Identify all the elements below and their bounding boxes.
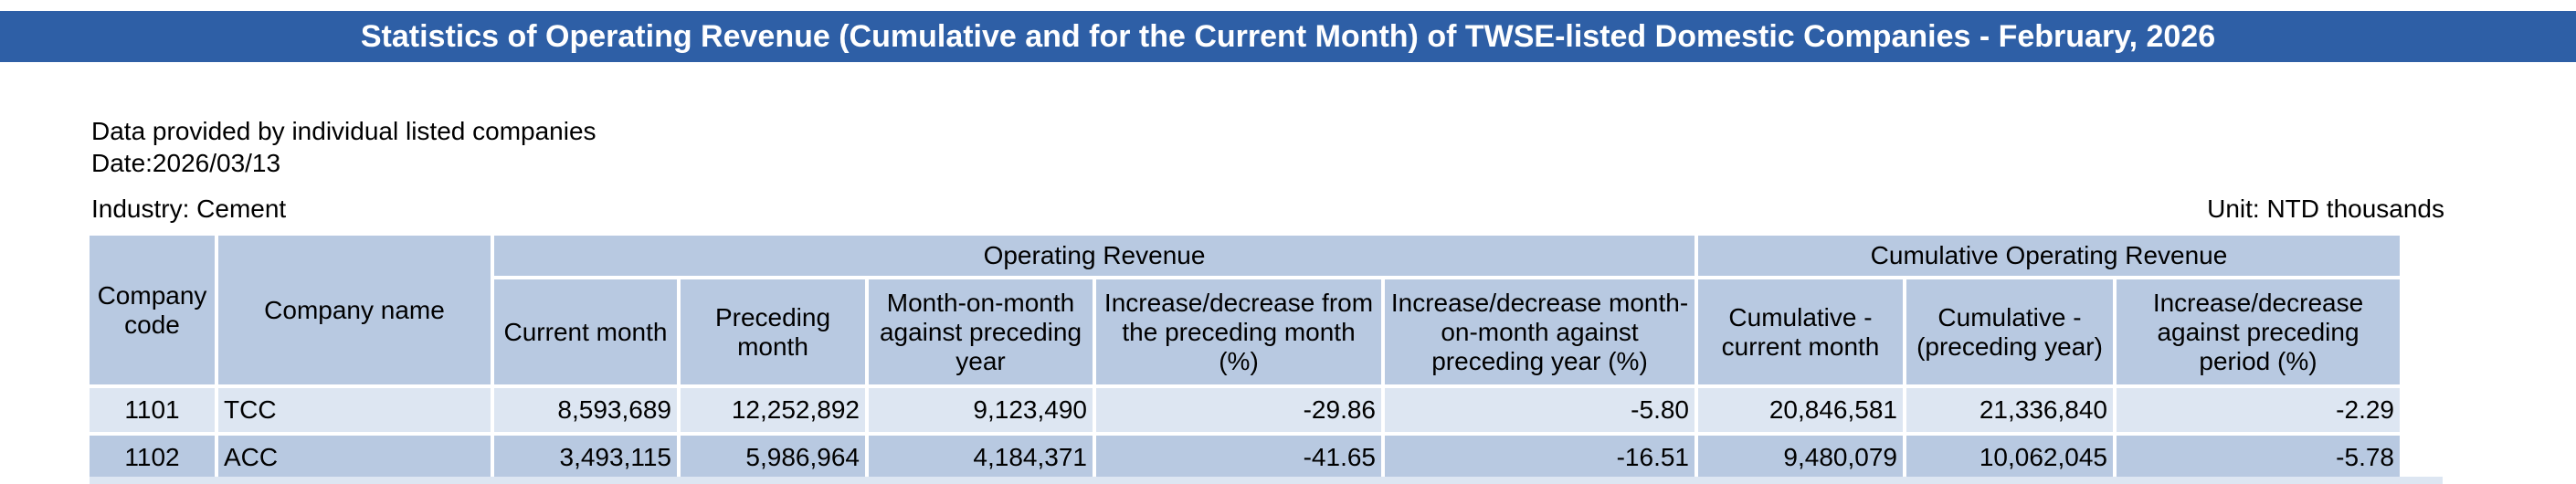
column-header-company-code: Company code — [90, 236, 215, 384]
data-source-note: Data provided by individual listed compa… — [91, 117, 596, 145]
cell-mom-preceding-year: 4,184,371 — [869, 436, 1093, 479]
cell-cumulative-preceding-year: 10,062,045 — [1906, 436, 2113, 479]
group-header-row: Company code Company name Operating Reve… — [90, 236, 2400, 384]
cell-company-name: TCC — [218, 388, 491, 432]
column-header-current-month: Current month — [494, 279, 677, 384]
column-header-mom-preceding-year: Month-on-month against preceding year — [869, 279, 1093, 384]
cell-current-month: 3,493,115 — [494, 436, 677, 479]
column-header-preceding-month: Preceding month — [681, 279, 865, 384]
cell-preceding-month: 12,252,892 — [681, 388, 865, 432]
column-header-change-preceding-period: Increase/decrease against preceding peri… — [2117, 279, 2400, 384]
cell-preceding-month: 5,986,964 — [681, 436, 865, 479]
column-header-cumulative-preceding-year: Cumulative - (preceding year) — [1906, 279, 2113, 384]
cell-change-preceding-month: -29.86 — [1096, 388, 1381, 432]
table-row: 1101 TCC 8,593,689 12,252,892 9,123,490 … — [90, 388, 2400, 432]
table-meta: Industry: Cement Unit: NTD thousands — [91, 194, 2444, 225]
cell-change-preceding-month: -41.65 — [1096, 436, 1381, 479]
column-header-cumulative-current-month: Cumulative - current month — [1698, 279, 1903, 384]
revenue-table: Company code Company name Operating Reve… — [86, 232, 2403, 483]
table-row: 1102 ACC 3,493,115 5,986,964 4,184,371 -… — [90, 436, 2400, 479]
cell-cumulative-current-month: 9,480,079 — [1698, 436, 1903, 479]
industry-label: Industry: Cement — [91, 195, 287, 223]
cell-cumulative-preceding-year: 21,336,840 — [1906, 388, 2113, 432]
cell-cumulative-current-month: 20,846,581 — [1698, 388, 1903, 432]
column-header-change-mom-preceding-year: Increase/decrease month-on-month against… — [1385, 279, 1694, 384]
group-header-operating-revenue: Operating Revenue — [494, 236, 1694, 276]
column-header-company-name: Company name — [218, 236, 491, 384]
cell-company-name: ACC — [218, 436, 491, 479]
cell-change-preceding-period: -2.29 — [2117, 388, 2400, 432]
cell-change-mom-preceding-year: -16.51 — [1385, 436, 1694, 479]
cell-current-month: 8,593,689 — [494, 388, 677, 432]
cell-change-preceding-period: -5.78 — [2117, 436, 2400, 479]
cell-company-code: 1101 — [90, 388, 215, 432]
report-date: Date:2026/03/13 — [91, 149, 281, 177]
group-header-cumulative-operating-revenue: Cumulative Operating Revenue — [1698, 236, 2400, 276]
page-title: Statistics of Operating Revenue (Cumulat… — [0, 11, 2576, 62]
unit-label: Unit: NTD thousands — [2207, 195, 2444, 223]
column-header-row: Current month Preceding month Month-on-m… — [90, 279, 2400, 384]
next-row-edge — [90, 477, 2443, 484]
cell-company-code: 1102 — [90, 436, 215, 479]
cell-change-mom-preceding-year: -5.80 — [1385, 388, 1694, 432]
column-header-change-preceding-month: Increase/decrease from the preceding mon… — [1096, 279, 1381, 384]
cell-mom-preceding-year: 9,123,490 — [869, 388, 1093, 432]
